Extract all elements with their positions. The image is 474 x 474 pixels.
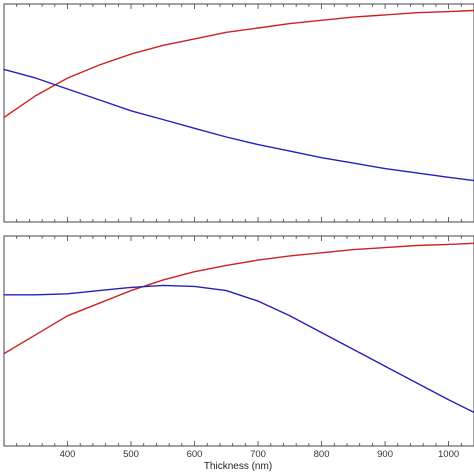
series-line-1	[3, 242, 474, 355]
x-tick-label: 800	[314, 449, 330, 460]
plot-frame	[3, 3, 474, 223]
plot-frame	[3, 235, 474, 447]
x-tick-label: 600	[187, 449, 203, 460]
series-line-2	[3, 284, 474, 414]
x-tick-label: 500	[123, 449, 139, 460]
bottom-panel: 400 500 600 700 800 900 1000	[3, 235, 474, 460]
x-tick-label: 700	[250, 449, 266, 460]
x-tick-label: 900	[377, 449, 393, 460]
series-line-1	[3, 9, 474, 119]
top-panel	[3, 3, 474, 223]
series-line-2	[3, 68, 474, 182]
x-tick-label: 400	[60, 449, 76, 460]
x-tick-label: 1000	[438, 449, 459, 460]
x-axis-title: Thickness (nm)	[204, 461, 272, 472]
